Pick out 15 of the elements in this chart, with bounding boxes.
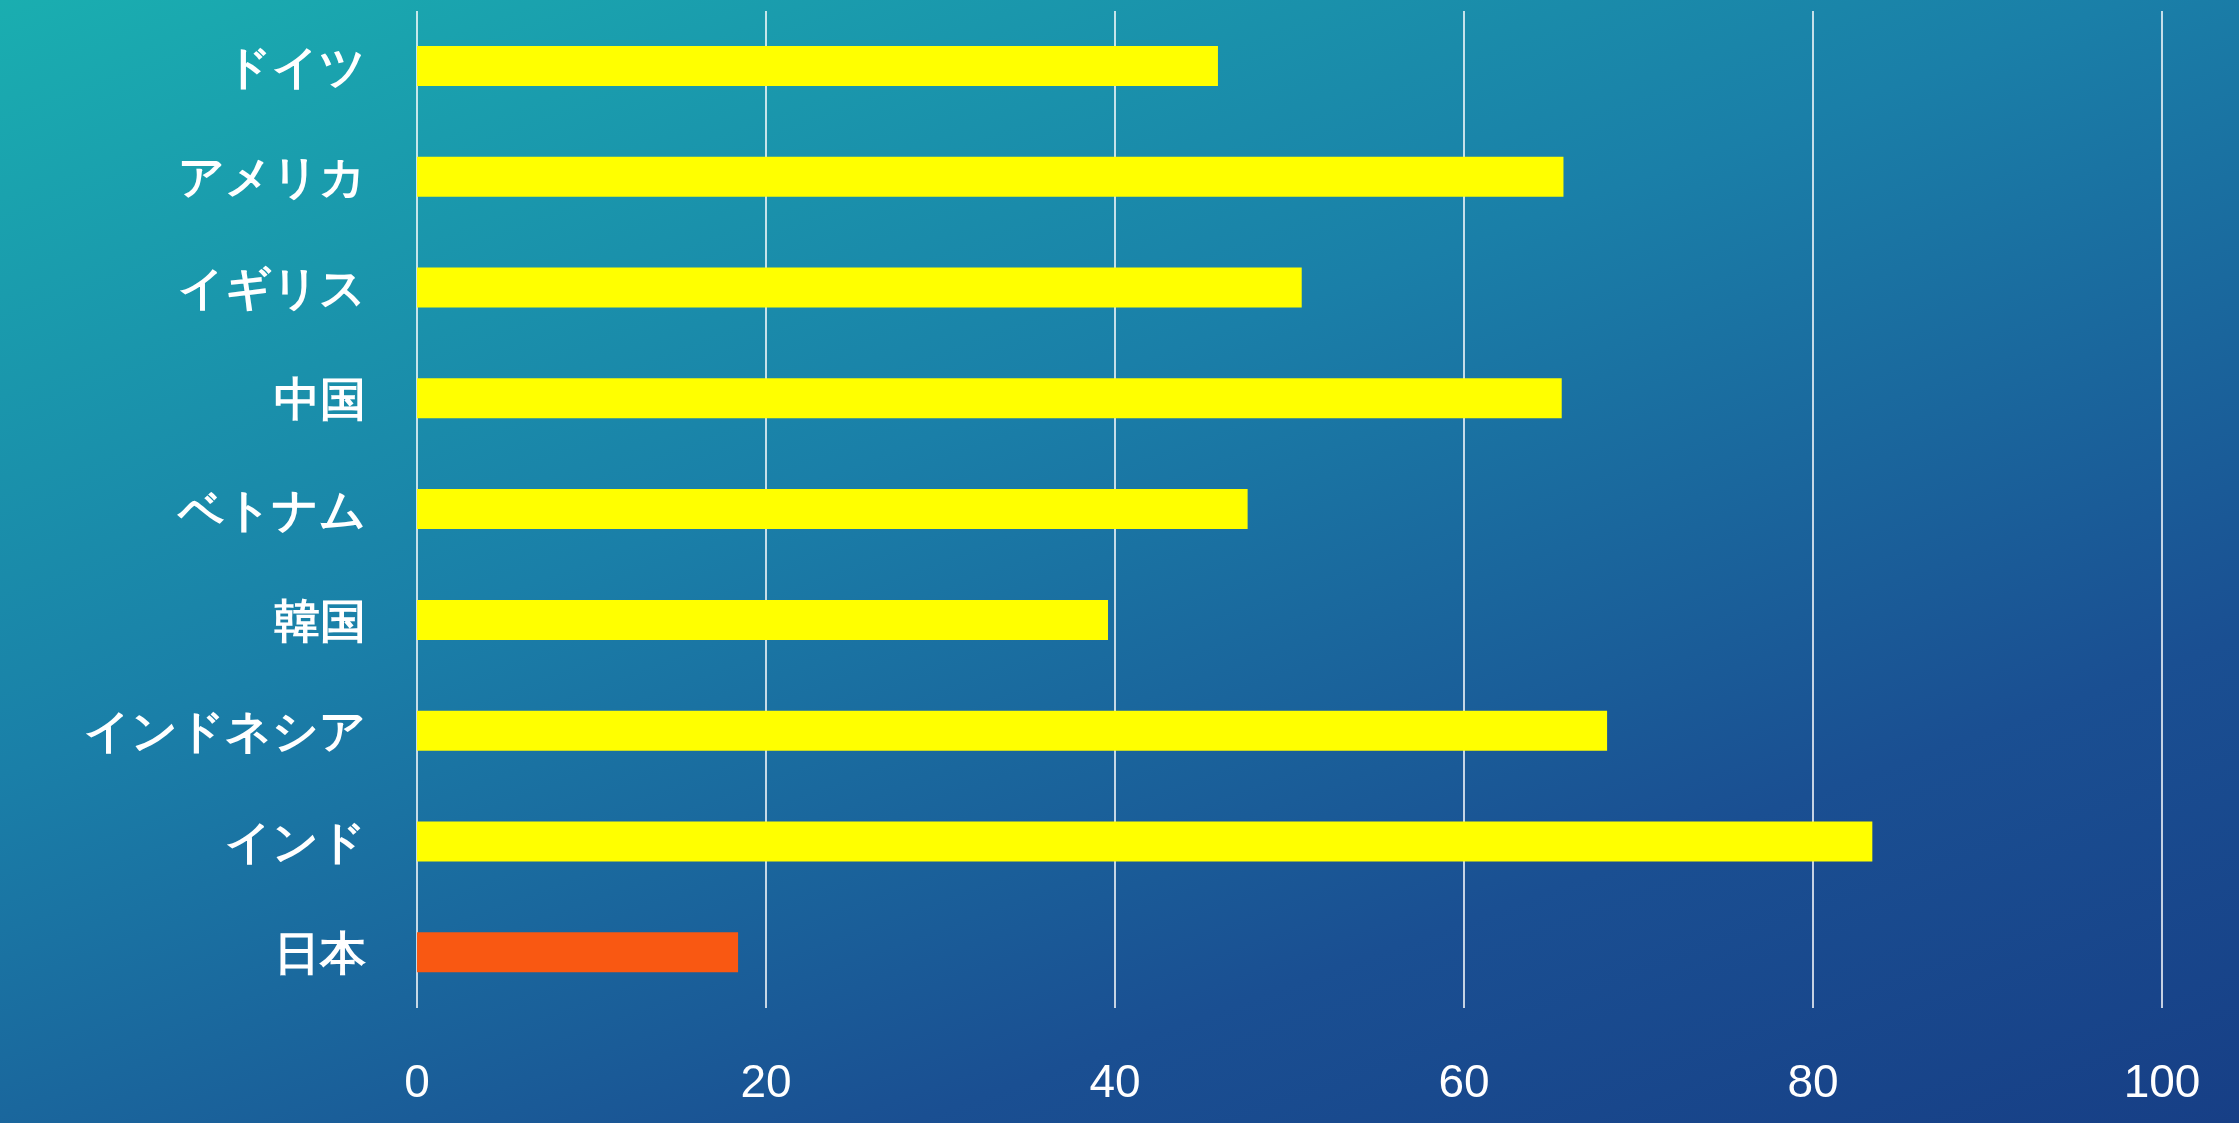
x-tick-label: 0 <box>404 1054 430 1107</box>
y-tick-label: ベトナム <box>177 483 366 536</box>
x-tick-label: 100 <box>2123 1054 2201 1107</box>
x-tick-label: 40 <box>1089 1054 1141 1107</box>
y-tick-label: 中国 <box>274 373 366 426</box>
y-tick-label: インドネシア <box>84 705 366 758</box>
y-tick-label: 韓国 <box>274 594 366 647</box>
y-tick-label: イギリス <box>178 262 366 315</box>
y-tick-label: ドイツ <box>225 40 366 93</box>
y-tick-label: インド <box>225 816 366 869</box>
x-tick-label: 20 <box>740 1054 792 1107</box>
x-tick-label: 60 <box>1438 1054 1490 1107</box>
y-tick-label: 日本 <box>274 926 366 979</box>
x-tick-label: 80 <box>1787 1054 1839 1107</box>
y-tick-label: アメリカ <box>178 151 366 204</box>
